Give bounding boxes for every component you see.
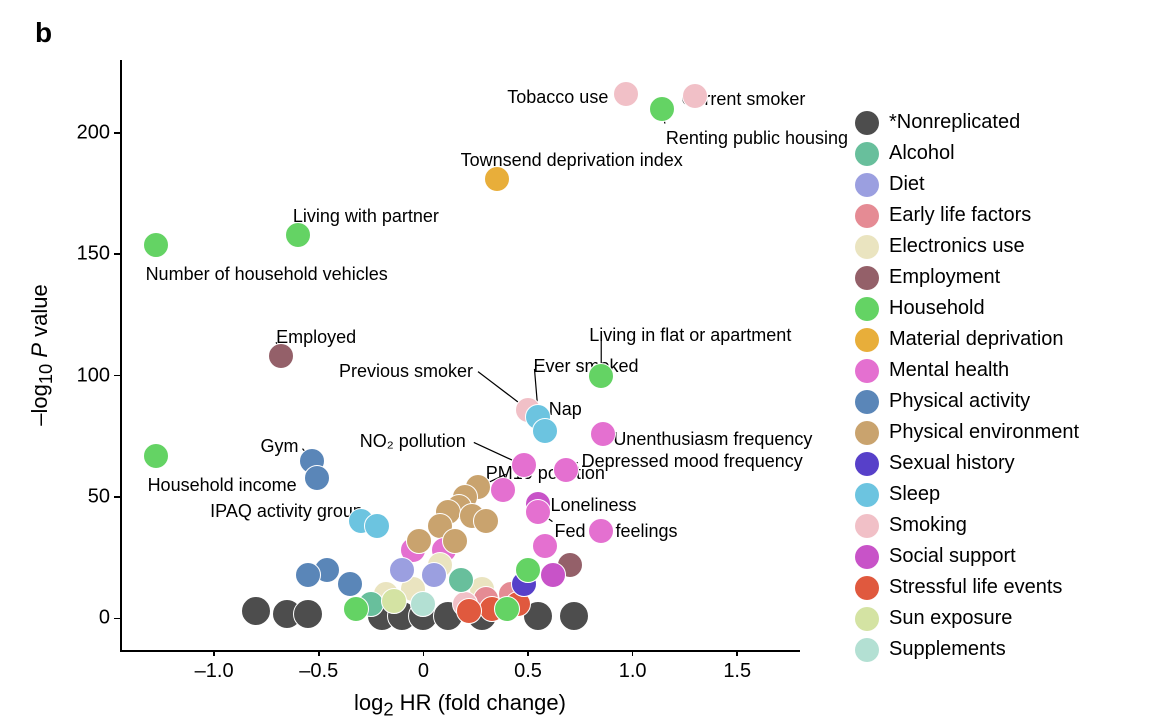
x-tick xyxy=(527,650,529,656)
x-axis-line xyxy=(120,650,800,652)
point-label: Previous smoker xyxy=(339,362,473,380)
data-point xyxy=(613,81,639,107)
data-point xyxy=(293,599,323,629)
data-point xyxy=(143,443,169,469)
xlabel-part: HR (fold change) xyxy=(394,690,566,715)
data-point xyxy=(295,562,321,588)
data-point xyxy=(448,567,474,593)
data-point xyxy=(540,562,566,588)
y-tick xyxy=(114,253,120,255)
y-tick-label: 0 xyxy=(70,607,110,630)
x-tick-label: 1.5 xyxy=(723,660,751,683)
data-point xyxy=(682,83,708,109)
data-point xyxy=(421,562,447,588)
point-label: IPAQ activity group xyxy=(210,502,363,520)
y-tick xyxy=(114,618,120,620)
data-point xyxy=(588,518,614,544)
y-axis-title: –log10 P value xyxy=(27,284,57,426)
ylabel-part: –log xyxy=(27,384,52,426)
data-point xyxy=(484,166,510,192)
data-point xyxy=(515,557,541,583)
data-point xyxy=(337,571,363,597)
x-tick xyxy=(423,650,425,656)
data-point xyxy=(494,596,520,622)
data-point xyxy=(456,598,482,624)
point-label: Depressed mood frequency xyxy=(582,452,803,470)
y-tick xyxy=(114,496,120,498)
ylabel-part: value xyxy=(27,284,52,343)
x-tick-label: 0 xyxy=(418,660,429,683)
point-label: Loneliness xyxy=(550,496,636,514)
data-point xyxy=(285,222,311,248)
data-point xyxy=(511,452,537,478)
point-label: Tobacco use xyxy=(507,88,608,106)
y-tick-label: 100 xyxy=(70,364,110,387)
data-point xyxy=(381,588,407,614)
data-point xyxy=(143,232,169,258)
point-label: Unenthusiasm frequency xyxy=(613,430,812,448)
point-label: Gym xyxy=(261,437,299,455)
plot-area xyxy=(120,60,800,650)
data-point xyxy=(241,596,271,626)
x-axis-title: log2 HR (fold change) xyxy=(354,690,566,720)
x-tick-label: –0.5 xyxy=(299,660,338,683)
point-label: Ever smoked xyxy=(533,357,638,375)
point-label: Living with partner xyxy=(293,207,439,225)
point-label: NO₂ pollution xyxy=(360,432,466,450)
y-tick xyxy=(114,375,120,377)
data-point xyxy=(304,465,330,491)
ylabel-sub: 10 xyxy=(35,364,56,384)
x-tick xyxy=(318,650,320,656)
point-label: Renting public housing xyxy=(666,129,848,147)
ylabel-italic: P xyxy=(27,343,52,364)
y-axis-line xyxy=(120,60,122,650)
data-point xyxy=(532,418,558,444)
data-point xyxy=(525,499,551,525)
data-point xyxy=(364,513,390,539)
data-point xyxy=(473,508,499,534)
data-point xyxy=(389,557,415,583)
xlabel-part: log xyxy=(354,690,383,715)
x-tick xyxy=(213,650,215,656)
data-point xyxy=(553,457,579,483)
x-tick xyxy=(632,650,634,656)
y-tick-label: 200 xyxy=(70,121,110,144)
point-label: Employed xyxy=(276,328,356,346)
y-tick xyxy=(114,132,120,134)
x-tick xyxy=(736,650,738,656)
point-label: Fed up feelings xyxy=(554,522,677,540)
point-label: Number of household vehicles xyxy=(146,265,388,283)
data-point xyxy=(410,591,436,617)
data-point xyxy=(406,528,432,554)
point-label: Nap xyxy=(549,400,582,418)
point-label: Living in flat or apartment xyxy=(589,326,791,344)
data-point xyxy=(588,363,614,389)
data-point xyxy=(343,596,369,622)
data-point xyxy=(532,533,558,559)
x-tick-label: 1.0 xyxy=(619,660,647,683)
data-point xyxy=(559,601,589,631)
data-point xyxy=(442,528,468,554)
y-tick-label: 150 xyxy=(70,243,110,266)
x-tick-label: –1.0 xyxy=(195,660,234,683)
data-point xyxy=(268,343,294,369)
x-tick-label: 0.5 xyxy=(514,660,542,683)
volcano-scatter-chart: –1.0 –0.5 0 0.5 1.0 1.5 0 50 100 150 200 log2 HR … xyxy=(0,0,1158,726)
data-point xyxy=(490,477,516,503)
data-point xyxy=(649,96,675,122)
data-point xyxy=(590,421,616,447)
y-tick-label: 50 xyxy=(70,486,110,509)
xlabel-sub: 2 xyxy=(383,698,393,719)
point-label: Household income xyxy=(148,476,297,494)
